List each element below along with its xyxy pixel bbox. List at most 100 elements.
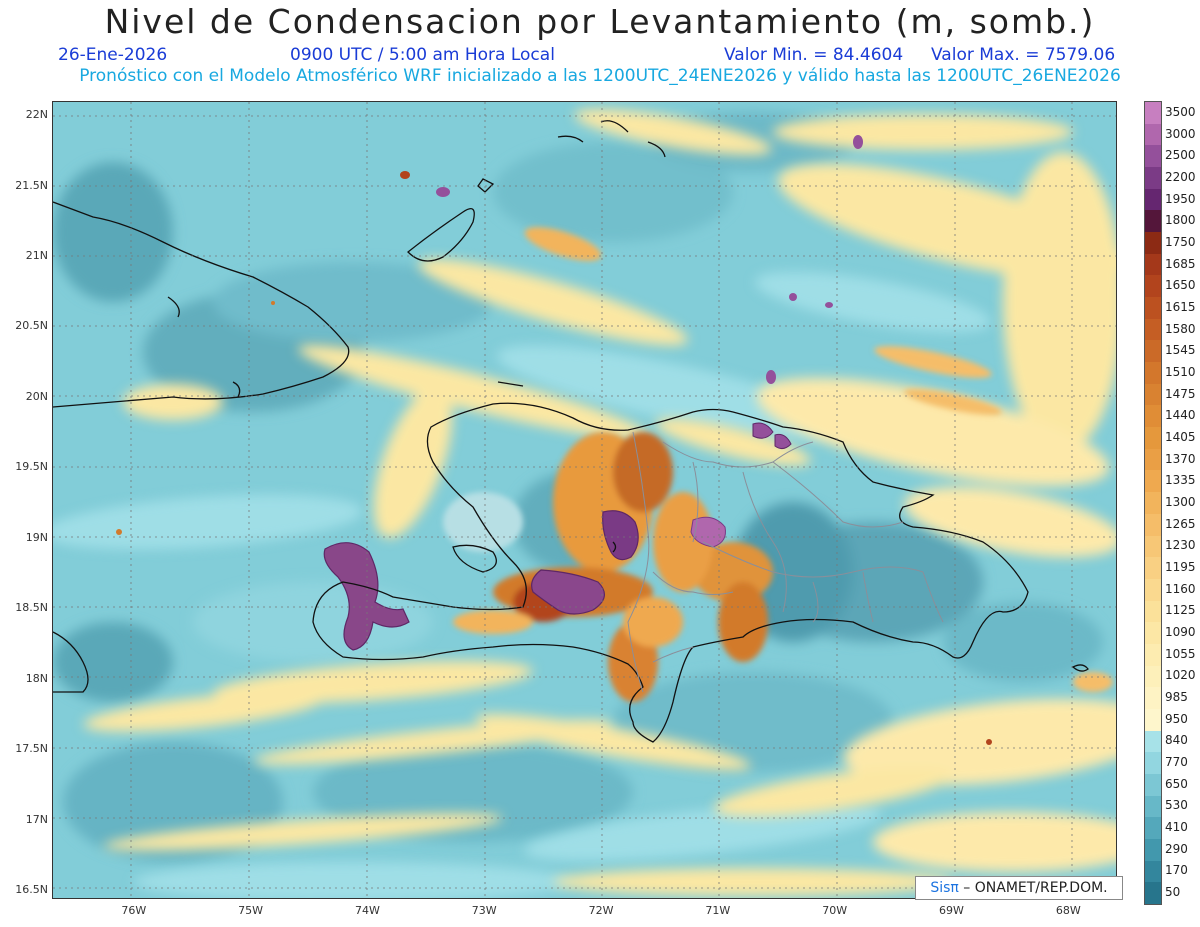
value-min: Valor Min. = 84.4604 bbox=[724, 45, 904, 65]
purple-area-central bbox=[531, 569, 605, 615]
credit-sis: Sis bbox=[930, 880, 951, 896]
model-info: Pronóstico con el Modelo Atmosférico WRF… bbox=[79, 66, 1121, 86]
gonave-island bbox=[452, 544, 497, 573]
lat-tick-label: 19.5N bbox=[15, 460, 48, 474]
coastlines bbox=[53, 120, 1089, 743]
purple-spot-inagua bbox=[436, 187, 450, 197]
map-title: Nivel de Condensacion por Levantamiento … bbox=[104, 2, 1096, 41]
colorbar-label: 1650 bbox=[1165, 278, 1196, 293]
colorbar-label: 1300 bbox=[1165, 495, 1196, 509]
dr-province-borders bbox=[627, 431, 944, 693]
colorbar-label: 1125 bbox=[1165, 603, 1196, 618]
colorbar-label: 50 bbox=[1165, 885, 1181, 900]
lon-tick-label: 75W bbox=[238, 904, 264, 917]
lat-tick-label: 18N bbox=[25, 671, 48, 685]
value-max: Valor Max. = 7579.06 bbox=[931, 45, 1116, 65]
colorbar-label: 1405 bbox=[1165, 429, 1196, 444]
colorbar-swatch bbox=[1145, 210, 1161, 233]
colorbar-label: 1615 bbox=[1165, 299, 1196, 314]
colorbar-label: 2200 bbox=[1165, 169, 1196, 184]
colorbar-label: 1335 bbox=[1165, 473, 1196, 488]
jamaica-coastline bbox=[53, 631, 89, 693]
colorbar-label: 1090 bbox=[1165, 625, 1196, 640]
lon-tick-label: 68W bbox=[1055, 904, 1081, 917]
purple-area-north bbox=[602, 510, 639, 561]
colorbar-label: 1370 bbox=[1165, 451, 1196, 466]
cyan-bands bbox=[53, 271, 992, 898]
colorbar-swatch bbox=[1145, 578, 1161, 602]
graticule bbox=[53, 102, 1116, 898]
hispaniola-coastline bbox=[312, 402, 1029, 743]
colorbar-label: 3000 bbox=[1165, 126, 1196, 141]
colorbar-swatch bbox=[1145, 297, 1161, 320]
map-panel bbox=[52, 101, 1117, 899]
lat-tick-label: 17.5N bbox=[15, 742, 48, 756]
colorbar-swatch bbox=[1145, 600, 1161, 623]
lon-tick-label: 73W bbox=[471, 904, 497, 917]
colorbar-label: 840 bbox=[1165, 733, 1188, 748]
purple-spot-ocean bbox=[766, 370, 776, 384]
colorbar-swatch bbox=[1145, 817, 1161, 840]
colorbar-label: 2500 bbox=[1165, 148, 1196, 163]
lon-tick-label: 74W bbox=[354, 904, 380, 917]
colorbar-label: 650 bbox=[1165, 776, 1188, 791]
lat-tick-label: 18.5N bbox=[15, 601, 48, 615]
colorbar-label: 290 bbox=[1165, 841, 1188, 856]
yellow-bands bbox=[83, 109, 1116, 896]
colorbar-swatch bbox=[1145, 773, 1161, 797]
forecast-date: 26-Ene-2026 bbox=[58, 45, 168, 65]
colorbar-label: 410 bbox=[1165, 820, 1188, 835]
colorbar bbox=[1144, 101, 1162, 905]
lat-tick-label: 21N bbox=[25, 248, 48, 262]
colorbar-label: 1440 bbox=[1165, 408, 1196, 423]
credit-box: Sisπ – ONAMET/REP.DOM. bbox=[915, 876, 1123, 900]
colorbar-label: 1545 bbox=[1165, 343, 1196, 358]
colorbar-swatch bbox=[1145, 665, 1161, 688]
colorbar-swatch bbox=[1145, 448, 1161, 471]
colorbar-swatch bbox=[1145, 795, 1161, 818]
colorbar-swatch bbox=[1145, 643, 1161, 667]
colorbar-label: 1230 bbox=[1165, 538, 1196, 553]
colorbar-label: 985 bbox=[1165, 690, 1188, 705]
purple-spot-north bbox=[853, 135, 863, 149]
purple-spot-samana bbox=[752, 422, 774, 439]
colorbar-label: 1195 bbox=[1165, 560, 1196, 575]
purple-maxima bbox=[116, 135, 992, 745]
purple-spot-ne bbox=[774, 433, 792, 450]
colorbar-swatch bbox=[1145, 427, 1161, 450]
lon-tick-label: 71W bbox=[705, 904, 731, 917]
colorbar-swatch bbox=[1145, 557, 1161, 580]
lon-tick-label: 72W bbox=[588, 904, 614, 917]
tortuga bbox=[497, 381, 617, 553]
colorbar-swatch bbox=[1145, 513, 1161, 536]
colorbar-swatch bbox=[1145, 405, 1161, 428]
lon-tick-label: 70W bbox=[822, 904, 848, 917]
colorbar-swatch bbox=[1145, 708, 1161, 732]
mona-island bbox=[1071, 664, 1089, 672]
colorbar-label: 1265 bbox=[1165, 516, 1196, 531]
colorbar-swatch bbox=[1145, 102, 1161, 125]
colorbar-swatch bbox=[1145, 123, 1161, 146]
lat-tick-label: 16.5N bbox=[15, 882, 48, 896]
colorbar-label: 530 bbox=[1165, 798, 1188, 813]
colorbar-swatch bbox=[1145, 145, 1161, 168]
colorbar-label: 1160 bbox=[1165, 581, 1196, 596]
colorbar-label: 1055 bbox=[1165, 646, 1196, 661]
colorbar-swatch bbox=[1145, 340, 1161, 363]
great-inagua bbox=[407, 208, 475, 262]
lon-tick-label: 76W bbox=[121, 904, 147, 917]
colorbar-swatch bbox=[1145, 232, 1161, 255]
colorbar-swatch bbox=[1145, 687, 1161, 710]
colorbar-label: 3500 bbox=[1165, 104, 1196, 119]
credit-pi: π bbox=[950, 880, 959, 896]
colorbar-label: 170 bbox=[1165, 863, 1188, 878]
colorbar-label: 950 bbox=[1165, 711, 1188, 726]
colorbar-swatch bbox=[1145, 882, 1161, 905]
colorbar-label: 1020 bbox=[1165, 668, 1196, 683]
lcl-field-map bbox=[53, 102, 1116, 898]
colorbar-swatch bbox=[1145, 253, 1161, 276]
credit-org: – ONAMET/REP.DOM. bbox=[958, 880, 1108, 896]
colorbar-swatch bbox=[1145, 470, 1161, 493]
orange-spot-inagua bbox=[400, 171, 410, 179]
lat-tick-label: 19N bbox=[25, 530, 48, 544]
